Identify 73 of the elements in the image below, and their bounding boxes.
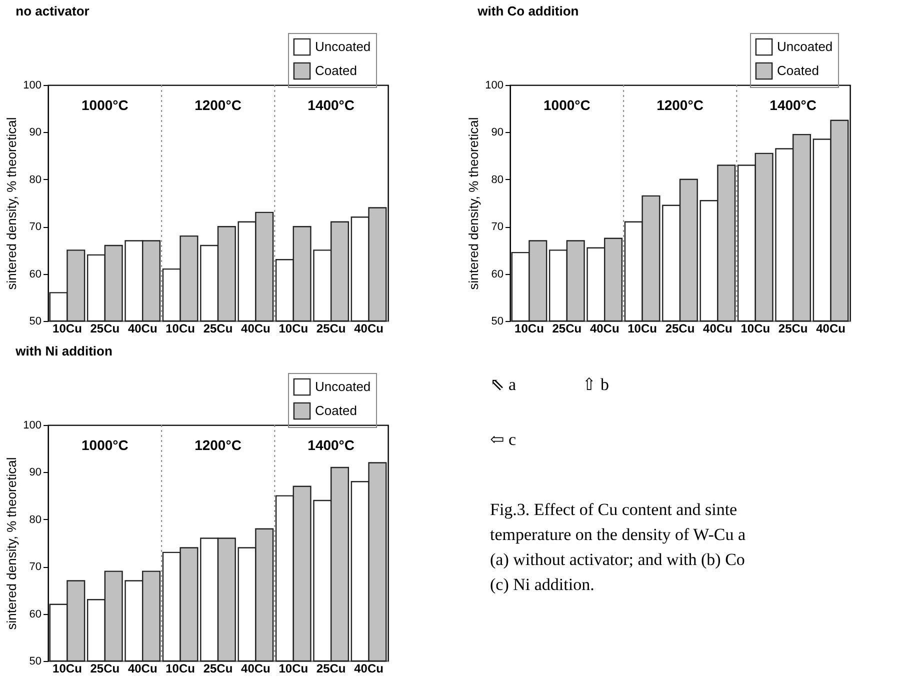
x-tick-label: 40Cu <box>703 322 732 336</box>
x-tick-label: 40Cu <box>816 322 846 336</box>
chart-title: with Co addition <box>476 4 579 18</box>
y-tick-label: 60 <box>491 268 504 280</box>
y-tick-label: 60 <box>29 268 42 280</box>
y-tick-label: 100 <box>23 80 42 92</box>
legend-label: Coated <box>777 63 819 78</box>
y-tick-label: 50 <box>29 316 42 328</box>
y-tick-label: 80 <box>29 514 42 526</box>
y-axis-title: sintered density, % theoretical <box>466 117 482 290</box>
x-tick-label: 40Cu <box>128 322 158 336</box>
x-tick-label: 25Cu <box>203 662 233 676</box>
legend-label: Coated <box>315 403 357 418</box>
y-tick-label: 50 <box>29 656 42 668</box>
x-tick-label: 10Cu <box>278 322 308 336</box>
x-tick-label: 10Cu <box>740 322 770 336</box>
text: ⇧ b <box>582 375 609 395</box>
x-tick-label: 10Cu <box>52 662 82 676</box>
annotation: 1200°C <box>194 97 242 113</box>
x-tick-label: 25Cu <box>316 662 346 676</box>
x-tick-label: 25Cu <box>552 322 582 336</box>
y-tick-label: 50 <box>491 316 504 328</box>
text: (c) Ni addition. <box>490 575 594 595</box>
annotation: 1000°C <box>81 97 128 113</box>
x-tick-label: 10Cu <box>514 322 544 336</box>
x-tick-label: 10Cu <box>52 322 82 336</box>
annotation: 1400°C <box>308 437 355 453</box>
y-tick-label: 100 <box>485 80 504 92</box>
x-tick-label: 40Cu <box>354 322 384 336</box>
x-tick-label: 25Cu <box>203 322 233 336</box>
y-tick-label: 60 <box>29 608 42 620</box>
y-tick-label: 70 <box>29 221 42 234</box>
x-tick-label: 25Cu <box>316 322 346 336</box>
text: temperature on the density of W-Cu a <box>490 525 746 545</box>
y-tick-label: 90 <box>29 126 42 139</box>
caption: Fig.3. Effect of Cu content and sinte <box>490 500 738 520</box>
x-tick-label: 25Cu <box>90 662 120 676</box>
chart-title: with Ni addition <box>14 344 112 358</box>
x-tick-label: 10Cu <box>166 662 195 676</box>
x-tick-label: 25Cu <box>665 322 695 336</box>
chart-title: no activator <box>16 4 90 18</box>
legend-label: Uncoated <box>315 379 371 394</box>
x-tick-label: 25Cu <box>90 322 120 336</box>
y-tick-label: 90 <box>29 466 42 479</box>
annotation: 1200°C <box>656 97 704 113</box>
x-tick-label: 10Cu <box>628 322 657 336</box>
annotation: 1000°C <box>81 437 128 453</box>
y-tick-label: 100 <box>23 420 42 432</box>
x-tick-label: 40Cu <box>354 662 384 676</box>
x-tick-label: 40Cu <box>241 322 270 336</box>
x-tick-label: 25Cu <box>778 322 808 336</box>
y-tick-label: 80 <box>491 174 504 186</box>
legend-label: Uncoated <box>777 39 833 54</box>
annotation: 1000°C <box>543 97 590 113</box>
x-tick-label: 40Cu <box>128 662 158 676</box>
annotation: 1400°C <box>308 97 355 113</box>
y-tick-label: 70 <box>491 221 504 234</box>
y-tick-label: 80 <box>29 174 42 186</box>
y-axis-title: sintered density, % theoretical <box>4 117 20 290</box>
y-tick-label: 70 <box>29 561 42 574</box>
text: (a) without activator; and with (b) Co <box>490 550 745 570</box>
x-tick-label: 40Cu <box>241 662 270 676</box>
text: ⇦ c <box>490 430 516 450</box>
text: ⇖ a <box>490 375 516 395</box>
x-tick-label: 10Cu <box>278 662 308 676</box>
x-tick-label: 40Cu <box>590 322 620 336</box>
y-tick-label: 90 <box>491 126 504 139</box>
annotation: 1200°C <box>194 437 242 453</box>
x-tick-label: 10Cu <box>166 322 195 336</box>
legend-label: Coated <box>315 63 357 78</box>
annotation: 1400°C <box>770 97 817 113</box>
legend-label: Uncoated <box>315 39 371 54</box>
y-axis-title: sintered density, % theoretical <box>4 457 20 630</box>
